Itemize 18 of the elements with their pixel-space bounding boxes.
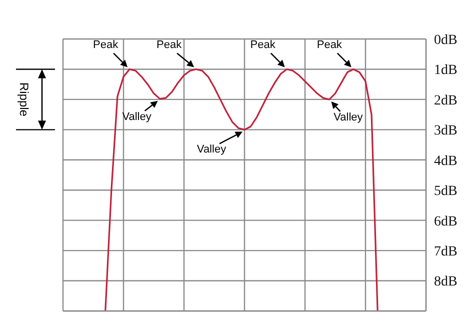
y-tick-label: 2dB [434,93,458,108]
y-tick-label: 0dB [434,32,458,48]
annotation: Peak [250,39,276,52]
annotation: Valley [334,111,364,124]
y-tick-label: 7dB [434,244,458,260]
annotation: Peak [93,39,119,52]
annotation: Peak [156,39,182,52]
annotation: Valley [196,144,227,156]
y-tick-label: 8dB [434,274,458,290]
annotation: Peak [316,39,342,52]
y-tick-label: 6dB [434,214,458,230]
y-tick-label: 1dB [434,63,458,78]
annotation: Valley [122,110,152,123]
y-tick-label: 5dB [434,184,458,200]
line-series [104,68,378,311]
y-tick-label: 4dB [434,154,458,169]
y-tick-label: 3dB [434,124,458,139]
text: Ripple [17,82,31,117]
